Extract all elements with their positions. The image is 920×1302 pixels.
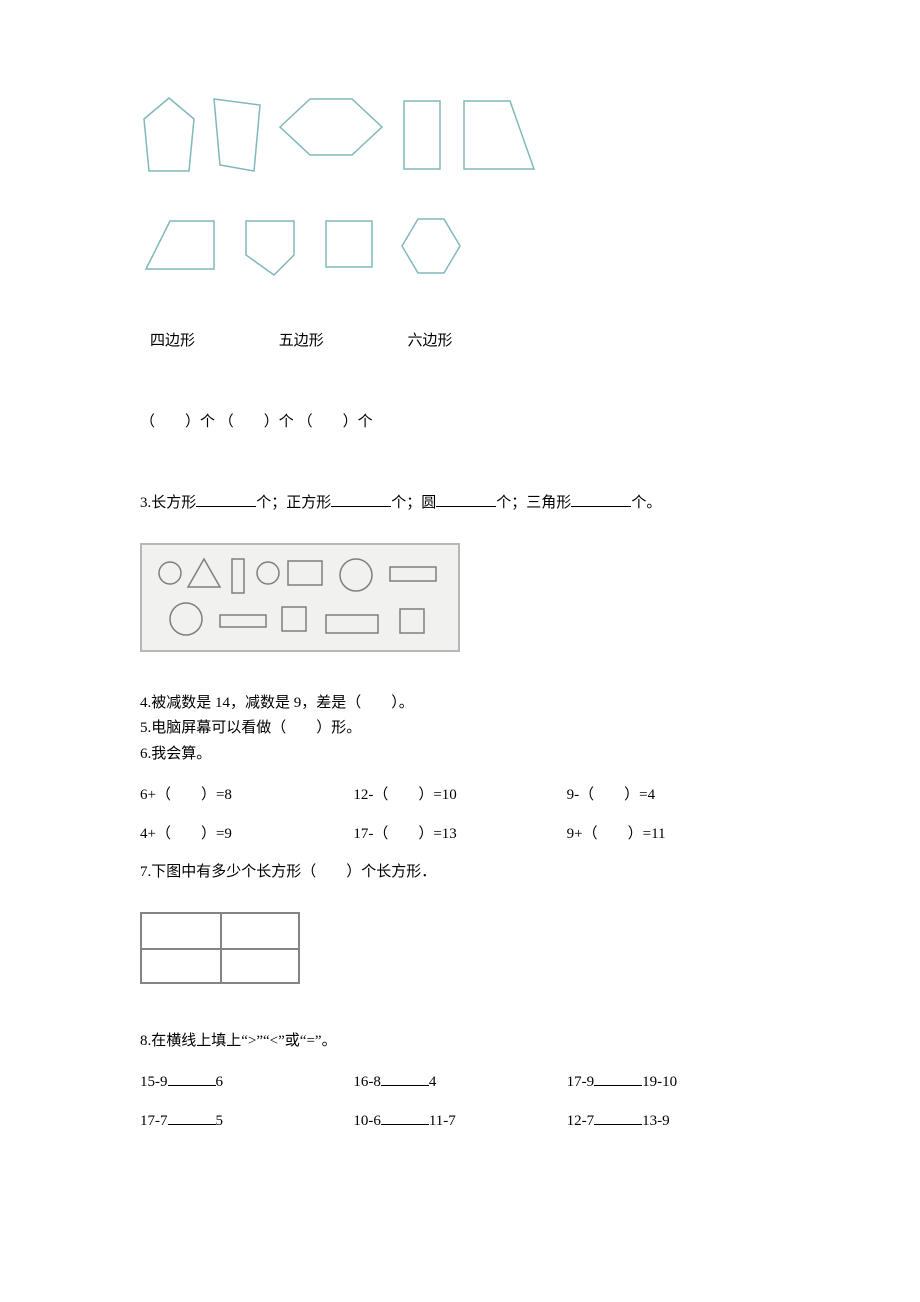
worksheet-page: 四边形 五边形 六边形 （ ）个 （ ）个 （ ）个 3.长方形个；正方形个；圆… <box>0 0 920 1130</box>
calc-cell: 9+（ ）=11 <box>567 822 780 843</box>
calc-cell: 12-（ ）=10 <box>353 783 566 804</box>
label-penta: 五边形 <box>279 329 324 350</box>
compare-row: 15-9616-8417-919-10 <box>140 1070 780 1091</box>
shape-count-blanks: （ ）个 （ ）个 （ ）个 <box>140 410 780 431</box>
compare-row: 17-7510-611-712-713-9 <box>140 1109 780 1130</box>
label-hexa: 六边形 <box>408 329 453 350</box>
hexagon-icon <box>398 215 464 277</box>
square-icon <box>320 215 378 273</box>
question-6-grid: 6+（ ）=812-（ ）=109-（ ）=4 4+（ ）=917-（ ）=139… <box>140 783 780 843</box>
calc-row: 6+（ ）=812-（ ）=109-（ ）=4 <box>140 783 780 804</box>
grid-horizontal <box>142 948 298 950</box>
question-5: 5.电脑屏幕可以看做（ ）形。 <box>140 717 780 740</box>
pentagon-2-icon <box>240 215 300 279</box>
quad-trap-icon <box>458 95 538 175</box>
rect-tall-icon <box>398 95 446 175</box>
calc-cell: 17-（ ）=13 <box>353 822 566 843</box>
blank-hexa: （ ） <box>298 414 358 430</box>
compare-blank <box>594 1109 642 1125</box>
blank-penta: （ ） <box>219 414 279 430</box>
question-8-grid: 15-9616-8417-919-10 17-7510-611-712-713-9 <box>140 1070 780 1130</box>
compare-cell: 12-713-9 <box>567 1109 780 1130</box>
compare-blank <box>381 1070 429 1086</box>
question-6-title: 6.我会算。 <box>140 743 780 766</box>
q7-rect-grid <box>140 912 300 984</box>
q3-figure-svg <box>142 545 458 650</box>
calc-cell: 9-（ ）=4 <box>567 783 780 804</box>
compare-blank <box>381 1109 429 1125</box>
quad-1-icon <box>210 95 264 175</box>
label-quad: 四边形 <box>150 329 195 350</box>
compare-cell: 10-611-7 <box>353 1109 566 1130</box>
compare-blank <box>168 1109 216 1125</box>
q3-blank-rect <box>196 491 256 507</box>
compare-cell: 17-919-10 <box>567 1070 780 1091</box>
quad-trap2-icon <box>140 215 220 275</box>
calc-cell: 6+（ ）=8 <box>140 783 353 804</box>
hexagon-wide-icon <box>276 95 386 159</box>
pentagon-icon <box>140 95 198 175</box>
compare-blank <box>168 1070 216 1086</box>
compare-blank <box>594 1070 642 1086</box>
question-7: 7.下图中有多少个长方形（ ）个长方形． <box>140 861 780 884</box>
calc-cell: 4+（ ）=9 <box>140 822 353 843</box>
compare-cell: 16-84 <box>353 1070 566 1091</box>
q3-blank-tri <box>571 491 631 507</box>
q3-blank-square <box>331 491 391 507</box>
q3-blank-circle <box>436 491 496 507</box>
shapes-row-2 <box>140 215 780 279</box>
shape-category-labels: 四边形 五边形 六边形 <box>140 329 780 350</box>
compare-cell: 15-96 <box>140 1070 353 1091</box>
compare-cell: 17-75 <box>140 1109 353 1130</box>
q3-figure <box>140 543 460 652</box>
question-8-title: 8.在横线上填上“>”“<”或“=”。 <box>140 1030 780 1053</box>
question-4: 4.被减数是 14，减数是 9，差是（ ）。 <box>140 692 780 715</box>
shapes-row-1 <box>140 95 780 175</box>
blank-quad: （ ） <box>140 414 200 430</box>
calc-row: 4+（ ）=917-（ ）=139+（ ）=11 <box>140 822 780 843</box>
question-3: 3.长方形个；正方形个；圆个；三角形个。 <box>140 491 780 515</box>
